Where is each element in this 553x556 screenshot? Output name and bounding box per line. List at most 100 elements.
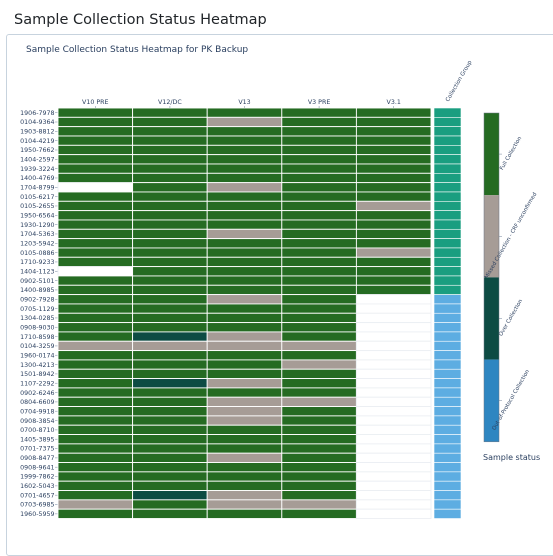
heatmap-cell[interactable]	[355, 312, 432, 324]
heatmap-cell[interactable]	[57, 368, 134, 380]
heatmap-cell[interactable]	[132, 350, 208, 361]
heatmap-cell[interactable]	[206, 452, 283, 463]
heatmap-cell[interactable]	[355, 499, 432, 510]
heatmap-cell[interactable]	[57, 350, 134, 361]
heatmap-cell[interactable]	[355, 480, 432, 491]
heatmap-cell[interactable]	[132, 228, 208, 240]
heatmap-cell[interactable]	[355, 322, 432, 333]
heatmap-cell[interactable]	[355, 508, 432, 519]
heatmap-cell[interactable]	[355, 238, 432, 249]
heatmap-cell[interactable]	[57, 490, 134, 501]
heatmap-cell[interactable]	[355, 154, 432, 165]
heatmap-cell[interactable]	[206, 406, 283, 417]
heatmap-cell[interactable]	[206, 126, 283, 137]
heatmap-cell[interactable]	[57, 303, 134, 314]
heatmap-cell[interactable]	[57, 238, 134, 249]
heatmap-cell[interactable]	[281, 322, 357, 333]
heatmap-cell[interactable]	[281, 210, 357, 221]
heatmap-cell[interactable]	[281, 387, 357, 398]
heatmap-cell[interactable]	[132, 499, 208, 510]
heatmap-cell[interactable]	[132, 415, 208, 426]
heatmap-cell[interactable]	[355, 462, 432, 473]
heatmap-cell[interactable]	[206, 434, 283, 445]
heatmap-cell[interactable]	[206, 256, 283, 268]
heatmap-cell[interactable]	[206, 247, 283, 258]
heatmap-cell[interactable]	[206, 359, 283, 370]
heatmap-cell[interactable]	[132, 144, 208, 156]
heatmap-cell[interactable]	[132, 387, 208, 398]
heatmap-cell[interactable]	[57, 144, 134, 156]
heatmap-cell[interactable]	[281, 350, 357, 361]
heatmap-cell[interactable]	[206, 191, 283, 202]
heatmap-cell[interactable]	[355, 387, 432, 398]
heatmap-cell[interactable]	[355, 191, 432, 202]
heatmap-cell[interactable]	[355, 490, 432, 501]
heatmap-cell[interactable]	[206, 238, 283, 249]
heatmap-cell[interactable]	[206, 368, 283, 380]
heatmap-cell[interactable]	[355, 284, 432, 296]
heatmap-cell[interactable]	[57, 275, 134, 286]
heatmap-cell[interactable]	[132, 434, 208, 445]
heatmap-cell[interactable]	[206, 378, 283, 389]
heatmap-cell[interactable]	[132, 200, 208, 212]
heatmap-cell[interactable]	[132, 490, 208, 501]
heatmap-cell[interactable]	[355, 275, 432, 286]
heatmap-cell[interactable]	[355, 443, 432, 454]
heatmap-cell[interactable]	[355, 368, 432, 380]
heatmap-cell[interactable]	[206, 424, 283, 436]
heatmap-cell[interactable]	[206, 331, 283, 342]
heatmap-cell[interactable]	[132, 247, 208, 258]
heatmap-cell[interactable]	[57, 359, 134, 370]
heatmap-cell[interactable]	[57, 396, 134, 408]
heatmap-cell[interactable]	[355, 340, 432, 352]
heatmap-cell[interactable]	[355, 182, 432, 193]
heatmap-cell[interactable]	[281, 126, 357, 137]
heatmap-cell[interactable]	[355, 452, 432, 463]
heatmap-cell[interactable]	[57, 499, 134, 510]
heatmap-cell[interactable]	[57, 107, 134, 118]
heatmap-cell[interactable]	[206, 387, 283, 398]
heatmap-cell[interactable]	[281, 499, 357, 510]
heatmap-cell[interactable]	[132, 284, 208, 296]
heatmap-cell[interactable]	[206, 303, 283, 314]
heatmap-cell[interactable]	[281, 219, 357, 230]
heatmap-cell[interactable]	[206, 154, 283, 165]
heatmap-cell[interactable]	[281, 144, 357, 156]
heatmap-cell[interactable]	[206, 228, 283, 240]
heatmap-cell[interactable]	[57, 256, 134, 268]
heatmap-cell[interactable]	[57, 191, 134, 202]
heatmap-cell[interactable]	[355, 396, 432, 408]
heatmap-cell[interactable]	[355, 210, 432, 221]
heatmap-cell[interactable]	[281, 182, 357, 193]
heatmap-cell[interactable]	[132, 266, 208, 277]
heatmap-cell[interactable]	[132, 294, 208, 305]
heatmap-cell[interactable]	[281, 331, 357, 342]
heatmap-cell[interactable]	[281, 359, 357, 370]
heatmap-cell[interactable]	[57, 284, 134, 296]
heatmap-cell[interactable]	[281, 294, 357, 305]
heatmap-cell[interactable]	[132, 303, 208, 314]
heatmap-cell[interactable]	[132, 378, 208, 389]
heatmap-cell[interactable]	[355, 471, 432, 482]
heatmap-cell[interactable]	[206, 163, 283, 174]
heatmap-cell[interactable]	[355, 406, 432, 417]
heatmap-cell[interactable]	[281, 163, 357, 174]
heatmap-cell[interactable]	[57, 219, 134, 230]
heatmap-cell[interactable]	[206, 508, 283, 519]
heatmap-cell[interactable]	[57, 135, 134, 146]
heatmap-cell[interactable]	[281, 462, 357, 473]
heatmap-cell[interactable]	[206, 471, 283, 482]
heatmap-cell[interactable]	[206, 116, 283, 128]
heatmap-cell[interactable]	[206, 312, 283, 324]
heatmap-cell[interactable]	[57, 312, 134, 324]
heatmap-cell[interactable]	[355, 424, 432, 436]
heatmap-cell[interactable]	[206, 294, 283, 305]
heatmap-cell[interactable]	[132, 462, 208, 473]
heatmap-cell[interactable]	[281, 116, 357, 128]
heatmap-cell[interactable]	[132, 452, 208, 463]
heatmap-cell[interactable]	[57, 378, 134, 389]
heatmap-cell[interactable]	[206, 107, 283, 118]
heatmap-cell[interactable]	[57, 154, 134, 165]
heatmap-cell[interactable]	[57, 172, 134, 184]
heatmap-cell[interactable]	[57, 434, 134, 445]
